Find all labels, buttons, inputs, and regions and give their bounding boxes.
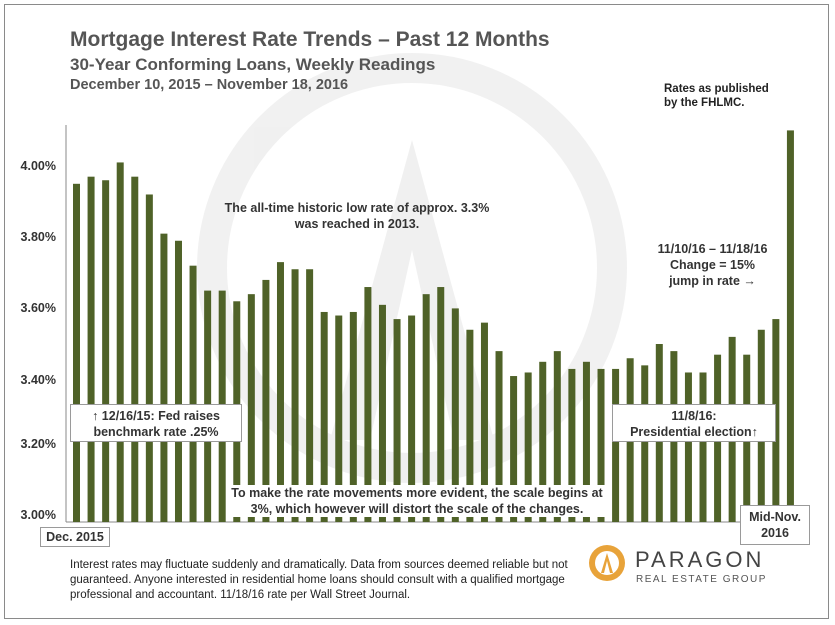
bar [437,287,445,522]
y-tick-label: 3.80% [20,230,56,244]
bar [684,372,692,522]
callout-line: ↑ 12/16/15: Fed raises [92,409,220,423]
bar [320,311,328,522]
x-end-label: Mid-Nov. 2016 [740,505,810,545]
annotation-rate-change: 11/10/16 – 11/18/16 Change = 15% jump in… [630,241,795,289]
bar [349,311,357,522]
logo-tagline: REAL ESTATE GROUP [636,574,767,585]
bar [480,322,488,522]
y-tick-label: 3.60% [20,301,56,315]
bar [145,194,153,523]
callout-line: benchmark rate .25% [93,425,219,439]
source-note: Rates as published by the FHLMC. [664,83,769,109]
bar [131,176,139,522]
chart-subtitle: 30-Year Conforming Loans, Weekly Reading… [70,55,436,74]
y-tick-label: 3.20% [20,437,56,451]
bar [786,130,794,522]
y-tick-label: 3.40% [20,373,56,387]
bar [582,361,590,522]
bar [641,365,649,522]
bar [597,368,605,522]
bar [291,269,299,522]
bar [73,183,80,523]
bar [87,176,95,522]
paragon-flame-icon [589,545,625,581]
annotation-historic-low: The all-time historic low rate of approx… [224,201,490,231]
scale-note: To make the rate movements more evident,… [228,485,606,517]
callout-line: 11/8/16: [671,409,717,423]
bar [102,180,110,523]
bars-group [73,130,794,523]
bar [116,162,124,522]
bar [539,361,547,522]
bar [422,294,430,522]
bar [335,315,343,522]
bar [393,319,401,522]
bar [160,233,168,522]
date-range: December 10, 2015 – November 18, 2016 [70,77,349,93]
callout-line: Presidential election↑ [630,425,758,439]
bar [247,294,255,522]
y-tick-label: 3.00% [20,508,56,522]
bar [495,351,503,522]
bar [306,269,314,522]
bar [364,287,372,522]
bar [408,315,416,522]
bar [276,262,284,522]
bar [612,368,620,522]
x-start-label: Dec. 2015 [40,527,110,547]
logo-name: PARAGON [635,547,765,572]
fed-raise-callout: ↑ 12/16/15: Fed raises benchmark rate .2… [70,404,242,442]
bar [699,372,707,522]
chart-title: Mortgage Interest Rate Trends – Past 12 … [70,28,550,51]
bar [510,376,518,522]
bar [451,308,459,522]
annotation-line: Change = 15% [669,258,756,272]
bar [553,351,561,522]
bar [174,240,182,522]
bar [524,372,532,522]
bar [466,329,474,522]
slide-frame [4,4,829,619]
y-tick-label: 4.00% [20,159,56,173]
bar [568,368,576,522]
disclaimer-text: Interest rates may fluctuate suddenly an… [70,559,568,601]
bar [262,279,270,522]
bar [189,265,197,522]
bar [378,304,386,522]
annotation-line: jump in rate → [669,274,756,288]
election-callout: 11/8/16: Presidential election↑ [612,404,776,442]
annotation-line: 11/10/16 – 11/18/16 [657,242,768,256]
